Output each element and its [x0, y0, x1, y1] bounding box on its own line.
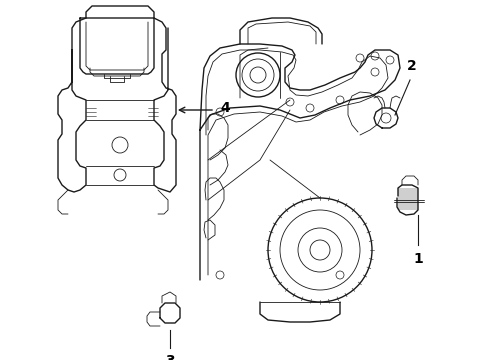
Text: 2: 2 — [407, 59, 417, 73]
Text: 4: 4 — [220, 101, 230, 115]
Text: 3: 3 — [165, 354, 175, 360]
Text: 1: 1 — [413, 252, 423, 266]
